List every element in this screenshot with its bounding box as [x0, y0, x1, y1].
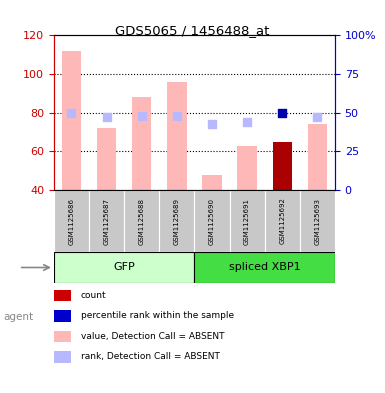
Text: GDS5065 / 1456488_at: GDS5065 / 1456488_at — [116, 24, 270, 37]
FancyBboxPatch shape — [229, 190, 264, 252]
FancyBboxPatch shape — [54, 190, 89, 252]
Point — [139, 113, 145, 119]
FancyBboxPatch shape — [54, 252, 194, 283]
FancyBboxPatch shape — [124, 190, 159, 252]
Point — [174, 113, 180, 119]
Point — [209, 120, 215, 127]
Point — [244, 119, 250, 125]
Text: percentile rank within the sample: percentile rank within the sample — [81, 312, 234, 320]
Text: agent: agent — [4, 312, 34, 322]
Point — [314, 114, 320, 121]
FancyBboxPatch shape — [159, 190, 194, 252]
Bar — [132, 97, 151, 190]
Bar — [273, 142, 292, 190]
Text: rank, Detection Call = ABSENT: rank, Detection Call = ABSENT — [81, 353, 220, 361]
FancyBboxPatch shape — [300, 190, 335, 252]
Text: GSM1125687: GSM1125687 — [104, 198, 110, 244]
Point — [279, 110, 285, 116]
Text: value, Detection Call = ABSENT: value, Detection Call = ABSENT — [81, 332, 224, 341]
Text: spliced XBP1: spliced XBP1 — [229, 263, 301, 272]
Text: GFP: GFP — [113, 263, 135, 272]
Bar — [238, 146, 257, 190]
Text: count: count — [81, 291, 107, 300]
Text: GSM1125692: GSM1125692 — [279, 198, 285, 244]
FancyBboxPatch shape — [194, 190, 229, 252]
Bar — [97, 128, 116, 190]
FancyBboxPatch shape — [194, 252, 335, 283]
Bar — [308, 124, 327, 190]
FancyBboxPatch shape — [265, 190, 300, 252]
Text: GSM1125686: GSM1125686 — [69, 198, 74, 244]
Bar — [203, 174, 222, 190]
Text: GSM1125690: GSM1125690 — [209, 198, 215, 244]
Point — [104, 114, 110, 121]
Bar — [62, 51, 81, 190]
Text: GSM1125688: GSM1125688 — [139, 198, 145, 244]
Text: GSM1125693: GSM1125693 — [315, 198, 320, 244]
Text: GSM1125689: GSM1125689 — [174, 198, 180, 244]
Bar — [167, 82, 186, 190]
Text: GSM1125691: GSM1125691 — [244, 198, 250, 244]
Point — [69, 110, 75, 116]
FancyBboxPatch shape — [89, 190, 124, 252]
